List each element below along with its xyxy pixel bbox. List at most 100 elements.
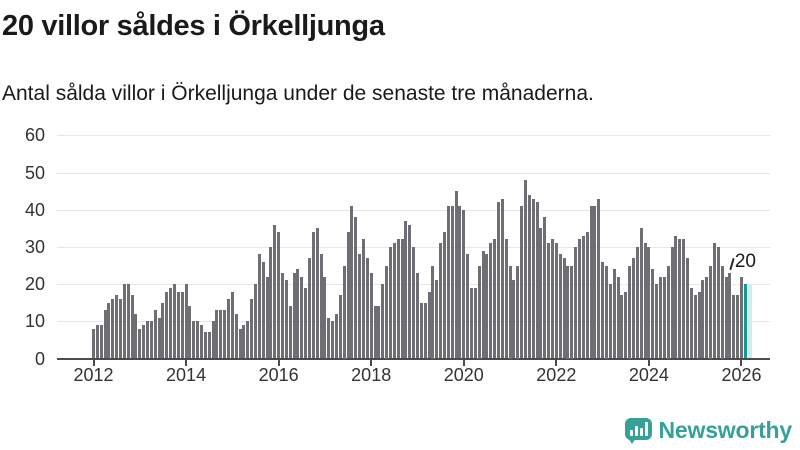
bar <box>635 246 639 359</box>
bar <box>111 298 115 359</box>
bar <box>716 246 720 359</box>
bar <box>242 325 246 359</box>
bar <box>415 272 419 359</box>
bar <box>666 265 670 359</box>
bar <box>377 306 381 359</box>
bar <box>631 258 635 359</box>
bar <box>682 239 686 359</box>
bar <box>720 265 724 359</box>
highlighted-bar-latest <box>743 284 747 359</box>
x-axis-label-2022: 2022 <box>536 365 577 385</box>
bar <box>404 220 408 359</box>
newsworthy-bubble-chart-icon <box>624 418 652 444</box>
bar <box>589 205 593 359</box>
bar <box>558 254 562 359</box>
bar <box>300 276 304 359</box>
x-axis-tick-2024 <box>647 359 650 366</box>
bar <box>520 205 524 359</box>
gridline-y50 <box>57 172 770 174</box>
x-axis-label-2024: 2024 <box>628 365 669 385</box>
bar <box>184 284 188 359</box>
bar <box>408 224 412 359</box>
y-axis-label-20: 20 <box>24 274 45 295</box>
bar <box>431 265 435 359</box>
annotation-leader-line <box>729 258 734 271</box>
bar <box>138 328 142 359</box>
bar <box>574 246 578 359</box>
bar <box>728 272 732 359</box>
bar <box>327 317 331 359</box>
newsworthy-wordmark: Newsworthy <box>658 417 793 443</box>
highlight-ghost-bar <box>748 284 753 359</box>
page-title: 20 villor såldes i Örkelljunga <box>2 10 385 42</box>
bar <box>172 284 176 359</box>
x-axis-line <box>57 357 770 360</box>
bar <box>566 265 570 359</box>
y-axis-label-0: 0 <box>34 348 45 369</box>
bar <box>342 265 346 359</box>
bar <box>658 276 662 359</box>
bar <box>709 265 713 359</box>
bar <box>577 239 581 359</box>
bar <box>215 310 219 359</box>
bar <box>211 321 215 359</box>
bar <box>647 246 651 359</box>
bar <box>585 232 589 359</box>
bar <box>539 228 543 359</box>
bar <box>412 246 416 359</box>
bar <box>365 258 369 359</box>
bar <box>651 269 655 359</box>
bar <box>601 261 605 359</box>
bar <box>477 265 481 359</box>
bar <box>419 302 423 359</box>
bar <box>273 224 277 359</box>
bar <box>95 325 99 359</box>
bar <box>149 321 153 359</box>
x-axis-tick-2018 <box>370 359 373 366</box>
bar <box>620 295 624 359</box>
bar <box>712 243 716 359</box>
bar <box>689 287 693 359</box>
bar <box>554 243 558 359</box>
bar <box>616 276 620 359</box>
gridline-y40 <box>57 209 770 211</box>
x-axis-tick-2026 <box>740 359 743 366</box>
bar <box>643 243 647 359</box>
bar <box>122 284 126 359</box>
bar <box>581 235 585 359</box>
bar <box>280 272 284 359</box>
newsworthy-logo-link[interactable]: Newsworthy <box>624 417 793 444</box>
bar <box>662 276 666 359</box>
bar <box>346 232 350 359</box>
bar <box>504 239 508 359</box>
x-axis-label-2018: 2018 <box>351 365 392 385</box>
bar <box>705 276 709 359</box>
bar <box>203 332 207 359</box>
chart-subtitle: Antal sålda villor i Örkelljunga under d… <box>2 82 594 105</box>
bar <box>439 243 443 359</box>
x-axis-tick-2016 <box>277 359 280 366</box>
bar <box>176 291 180 359</box>
bar <box>207 332 211 359</box>
x-axis-tick-2012 <box>92 359 95 366</box>
bar <box>392 243 396 359</box>
bar <box>161 302 165 359</box>
bar <box>639 228 643 359</box>
bar <box>223 310 227 359</box>
bar <box>296 269 300 359</box>
bar <box>485 254 489 359</box>
bar <box>292 272 296 359</box>
bar <box>188 306 192 359</box>
x-axis-label-2020: 2020 <box>443 365 484 385</box>
bar <box>570 265 574 359</box>
y-axis-label-60: 60 <box>24 125 45 146</box>
bar <box>107 302 111 359</box>
bar <box>454 191 458 359</box>
bar <box>423 302 427 359</box>
bar <box>604 265 608 359</box>
bar <box>693 295 697 359</box>
bar <box>593 205 597 359</box>
bar <box>466 254 470 359</box>
bar <box>670 246 674 359</box>
